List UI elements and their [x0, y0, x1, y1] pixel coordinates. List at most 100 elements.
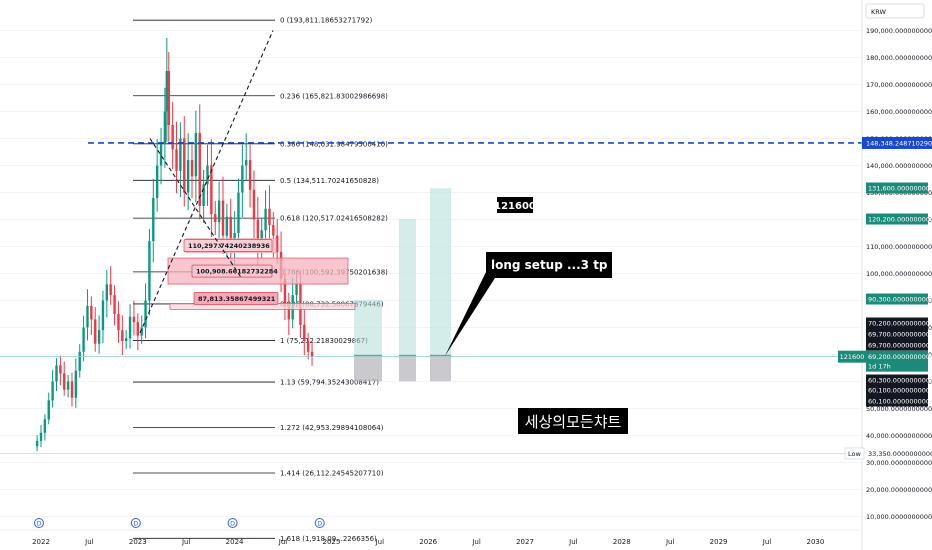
price-tag	[866, 317, 928, 329]
candle-body	[256, 219, 260, 247]
candle-body	[159, 143, 163, 166]
countdown-label: 1d 17h	[868, 363, 891, 371]
time-tick-label: 2026	[419, 538, 437, 546]
candle-body	[128, 316, 132, 339]
price-tick-label: 110,000.0000000000	[866, 243, 932, 251]
highlight-boxes[interactable]: 110,297.74240238936 100,908.66182732284 87…	[167, 238, 356, 310]
candle-body	[167, 71, 170, 125]
time-tick-label: Jul	[762, 538, 772, 546]
position-zones[interactable]	[354, 188, 451, 382]
price-tick-label: 40,000.0000000000	[866, 432, 932, 440]
candle-body	[140, 327, 143, 336]
price-tick-label: 30,000.0000000000	[866, 459, 932, 467]
time-tick-label: Jul	[665, 538, 675, 546]
candle-body	[132, 316, 136, 323]
dividend-marker-letter: D	[37, 521, 42, 528]
setup-callout-text: long setup ...3 tp	[491, 258, 608, 272]
candle-body	[55, 365, 58, 382]
fib-level-label: 0.5 (134,511.70241650828)	[280, 177, 379, 185]
price-tag-label: 60,100.0000000000	[868, 387, 932, 395]
candle-body	[90, 305, 93, 320]
annotations[interactable]: 121600 long setup ...3 tp 세상의모든챠트	[445, 197, 628, 434]
symbol-tag-label: 121600	[840, 353, 865, 361]
candle-body	[198, 133, 201, 206]
candle-body	[202, 184, 205, 206]
price-tag	[866, 213, 928, 225]
overlay-lines[interactable]	[0, 30, 862, 454]
candle-body	[221, 200, 225, 236]
currency-badge[interactable]	[865, 3, 925, 19]
candle-body	[97, 330, 101, 344]
target-zone[interactable]	[399, 218, 416, 356]
fib-level-label: 1 (75,212.21830029867)	[280, 337, 368, 345]
candle-body	[59, 365, 62, 374]
price-tick-label: 190,000.0000000000	[866, 27, 932, 35]
candle-body	[175, 149, 178, 171]
price-tag-label: 60,300.0000000000	[868, 377, 932, 385]
price-tag	[866, 374, 928, 386]
candle-body	[229, 216, 232, 252]
time-tick-label: Jul	[181, 538, 191, 546]
candle-body	[63, 373, 66, 390]
candle-body	[43, 419, 47, 433]
candle-body	[295, 284, 298, 296]
candle-body	[272, 224, 275, 236]
dividend-marker[interactable]	[314, 518, 325, 528]
time-axis[interactable]: 2022 Jul 2023 Jul 2024 Jul 2025 Jul 2026 Jul 2027 J…	[0, 518, 862, 547]
candle-body	[70, 381, 74, 398]
candle-body	[283, 278, 287, 306]
setup-callout[interactable]	[445, 252, 612, 356]
candle-body	[74, 370, 78, 398]
stop-zone[interactable]	[399, 355, 416, 382]
price-axis[interactable]: KRW 190,000.0000000000 180,000.0000000000 1…	[838, 0, 932, 550]
stop-zone[interactable]	[430, 355, 451, 382]
dividend-marker-letter: D	[133, 521, 138, 528]
candle-body	[237, 192, 240, 233]
low-tag	[844, 447, 865, 460]
price-tick-label: 100,000.0000000000	[866, 270, 932, 278]
time-tick-label: 2024	[226, 538, 244, 546]
dividend-marker[interactable]	[34, 518, 44, 528]
candle-body	[47, 400, 50, 420]
trend-line[interactable]	[139, 30, 274, 334]
fib-level-label: 1.414 (26,112.24545207710)	[280, 469, 384, 477]
candle-body	[113, 295, 116, 314]
dividend-marker[interactable]	[227, 518, 238, 528]
candle-body	[124, 338, 128, 341]
watermark-text: 세상의모든챠트	[525, 413, 622, 431]
price-tag-label: 69,700.0000000000	[868, 342, 932, 350]
candle-body	[264, 208, 267, 231]
highlight-box-label: 110,297.74240238936	[188, 242, 270, 250]
candle-body	[306, 341, 310, 352]
highlight-box-label-bg	[193, 292, 279, 305]
candle-body	[225, 216, 229, 236]
highlight-box-label: 87,813.35867499321	[198, 295, 276, 303]
candle-body	[94, 319, 97, 344]
resistance-price-label: 148,348.24871029052	[866, 139, 932, 147]
candle-body	[206, 165, 209, 185]
time-tick-label: 2022	[32, 538, 50, 546]
candle-body	[152, 197, 155, 242]
target-zone[interactable]	[354, 299, 382, 356]
price-tag	[866, 182, 928, 194]
candle-body	[214, 214, 217, 223]
dividend-marker[interactable]	[130, 518, 141, 528]
candle-body	[144, 300, 147, 328]
candle-body	[163, 111, 167, 144]
candle-body	[35, 440, 39, 447]
stop-zone[interactable]	[354, 355, 382, 382]
time-tick-label: Jul	[278, 538, 288, 546]
time-tick-label: 2027	[516, 538, 534, 546]
time-tick-label: Jul	[471, 538, 481, 546]
price-tag-label: 131,600.0000000000	[868, 185, 932, 193]
candle-body	[105, 284, 109, 301]
highlight-box-label: 100,908.66182732284	[196, 268, 278, 276]
low-tag-label: Low	[848, 450, 861, 458]
target-zone[interactable]	[430, 188, 451, 356]
candle-body	[287, 305, 291, 320]
price-tag-label: 120,200.0000000000	[868, 216, 932, 224]
fib-level-label: 0.236 (165,821.83002986698)	[280, 92, 388, 100]
currency-label: KRW	[871, 8, 887, 16]
price-tick-label: 10,000.0000000000	[866, 513, 932, 521]
